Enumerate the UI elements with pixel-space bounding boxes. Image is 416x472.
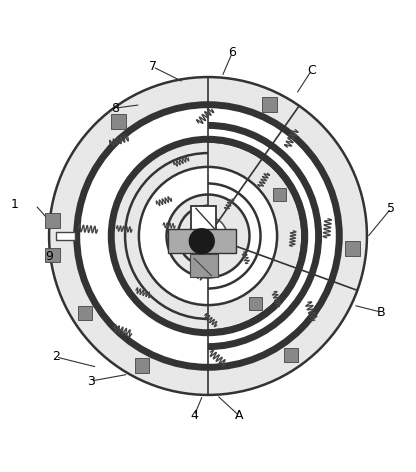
Bar — [78, 306, 92, 320]
Bar — [284, 347, 299, 362]
Bar — [45, 213, 60, 228]
Text: 2: 2 — [52, 350, 60, 363]
Text: 4: 4 — [190, 409, 198, 422]
Bar — [135, 358, 149, 372]
Bar — [168, 229, 235, 253]
Text: B: B — [376, 305, 385, 319]
Bar — [190, 254, 218, 277]
Text: A: A — [235, 409, 243, 422]
Bar — [262, 97, 277, 112]
Bar — [111, 114, 126, 129]
Bar — [273, 188, 286, 201]
Text: 7: 7 — [149, 60, 157, 73]
Text: 6: 6 — [228, 46, 236, 59]
Bar — [56, 232, 75, 241]
Text: 3: 3 — [87, 375, 94, 388]
Text: 8: 8 — [111, 101, 119, 115]
Bar — [45, 248, 60, 262]
Text: 1: 1 — [10, 198, 18, 211]
Text: 5: 5 — [387, 202, 395, 215]
Bar — [191, 206, 216, 230]
Circle shape — [189, 229, 214, 253]
Bar — [345, 241, 360, 256]
Bar — [249, 297, 262, 311]
Text: C: C — [307, 64, 316, 76]
Text: 9: 9 — [45, 250, 53, 263]
